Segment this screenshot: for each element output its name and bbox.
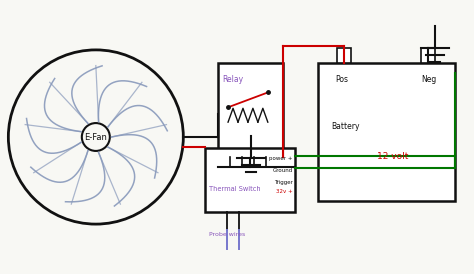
Text: Neg: Neg bbox=[421, 75, 437, 84]
FancyBboxPatch shape bbox=[218, 63, 283, 157]
FancyBboxPatch shape bbox=[337, 48, 351, 63]
Text: Battery: Battery bbox=[331, 122, 360, 131]
Text: 12 volt: 12 volt bbox=[377, 152, 409, 161]
Text: Probe wires: Probe wires bbox=[209, 232, 246, 237]
Text: 32v +: 32v + bbox=[276, 189, 292, 195]
FancyBboxPatch shape bbox=[421, 48, 435, 63]
FancyBboxPatch shape bbox=[318, 63, 455, 201]
Text: power +: power + bbox=[269, 156, 292, 161]
Text: E-Fan: E-Fan bbox=[84, 133, 107, 141]
Text: Relay: Relay bbox=[222, 75, 243, 84]
Text: Pos: Pos bbox=[336, 75, 348, 84]
FancyBboxPatch shape bbox=[205, 148, 295, 212]
Text: Ground: Ground bbox=[273, 168, 292, 173]
Text: Thermal Switch: Thermal Switch bbox=[209, 187, 261, 193]
Text: Trigger: Trigger bbox=[274, 179, 292, 185]
